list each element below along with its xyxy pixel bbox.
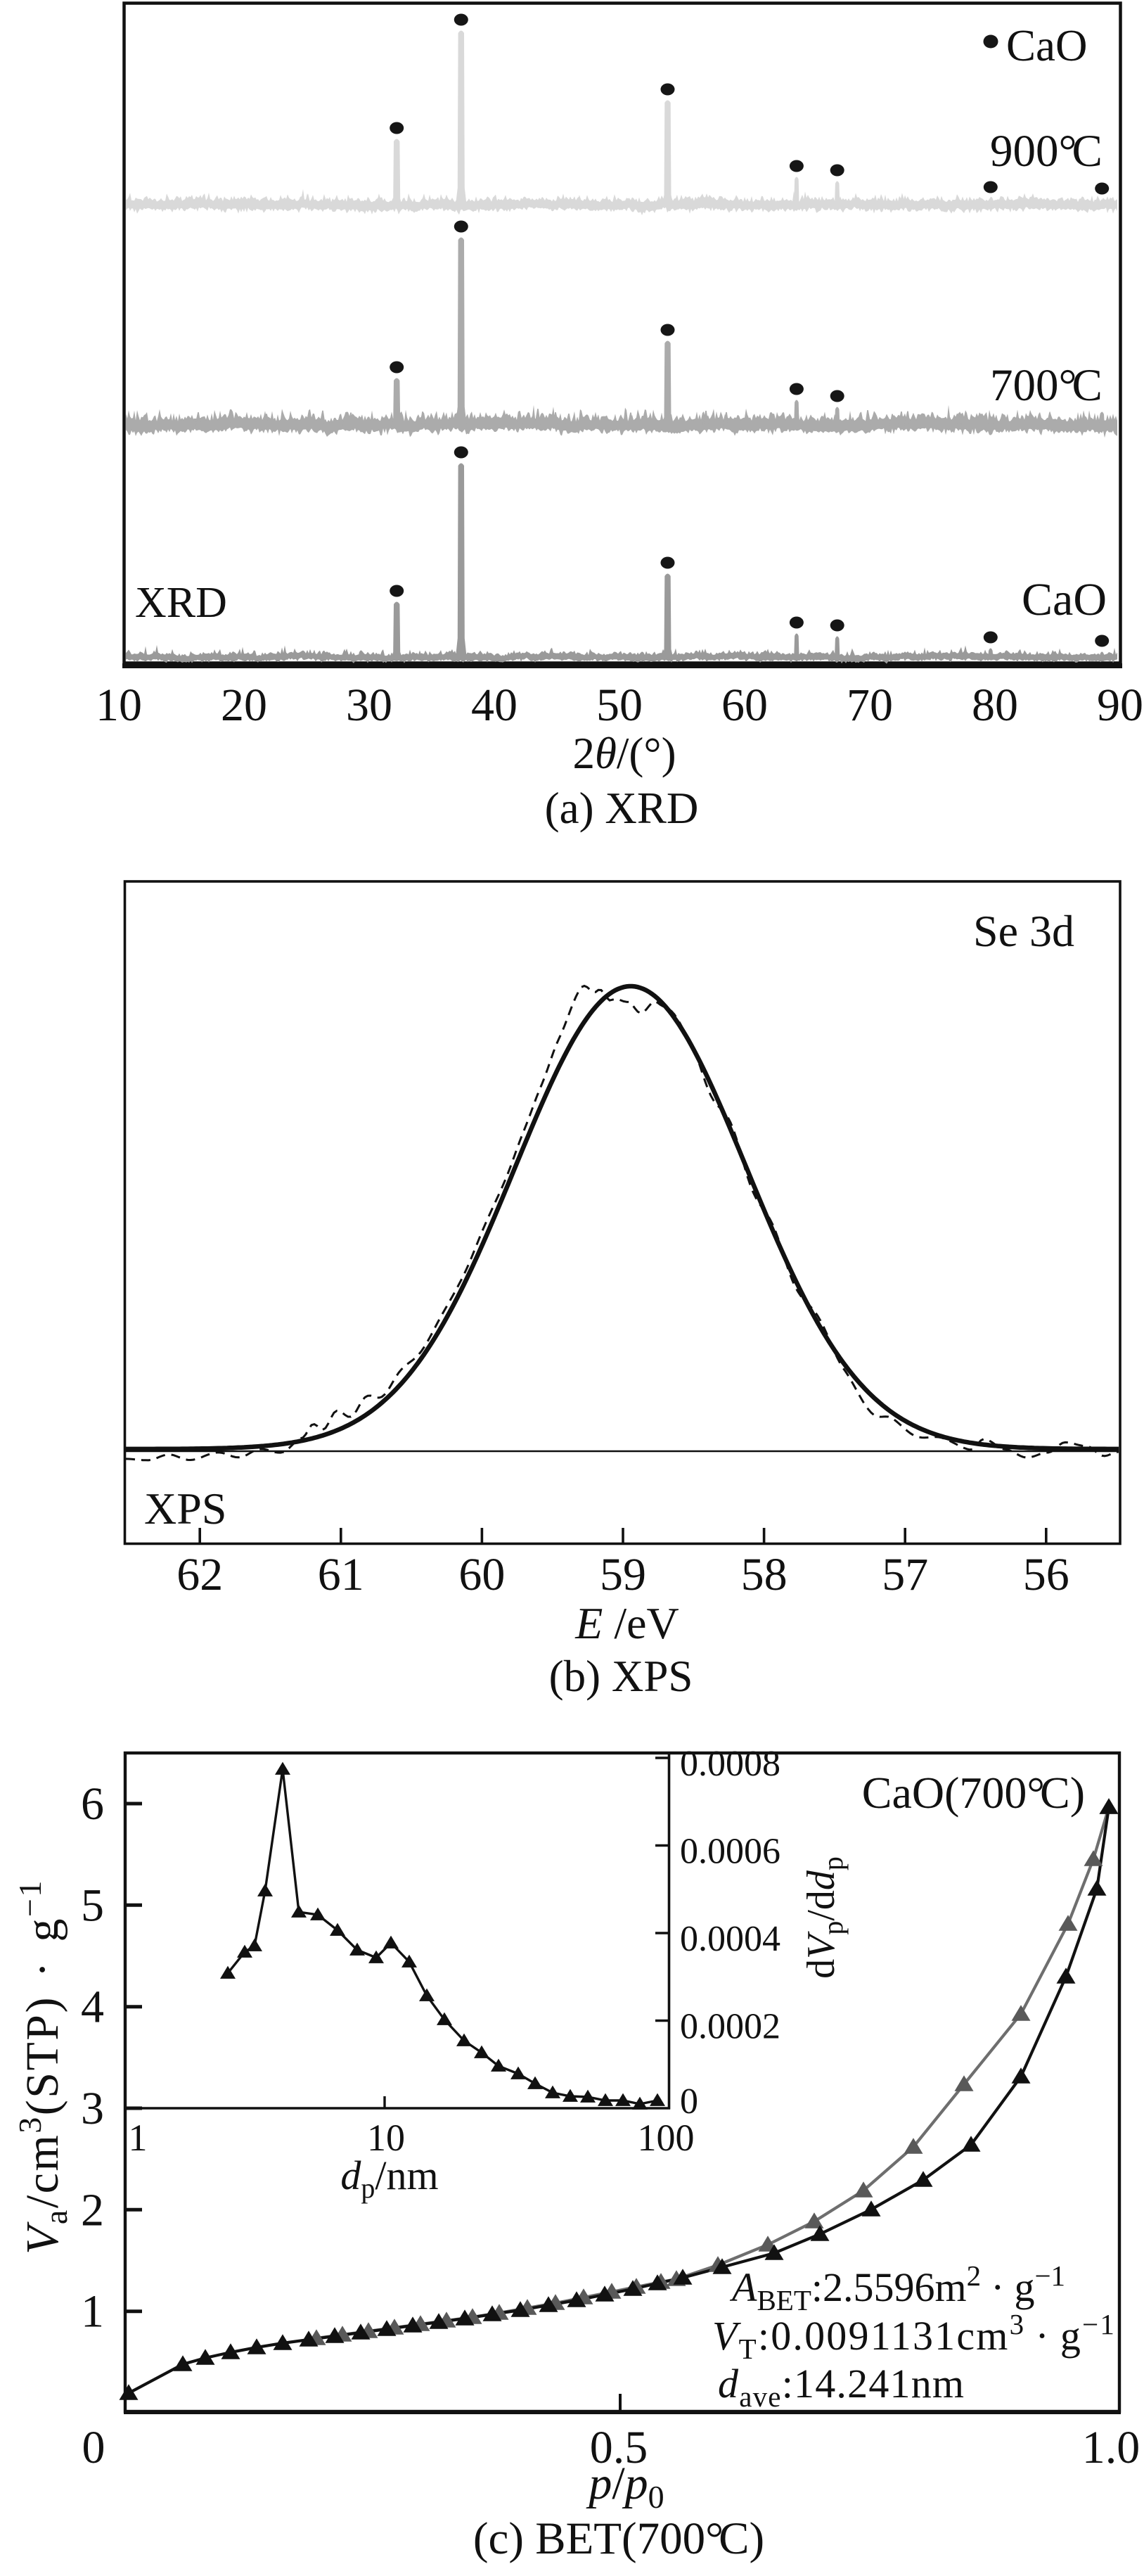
svg-text:XPS: XPS <box>144 1484 226 1534</box>
svg-text:1.0: 1.0 <box>1082 2422 1140 2473</box>
svg-text:0.0004: 0.0004 <box>680 1919 780 1959</box>
svg-text:(a) XRD: (a) XRD <box>545 784 699 833</box>
svg-text:60: 60 <box>721 680 768 731</box>
svg-text:2: 2 <box>81 2184 104 2236</box>
svg-text:4: 4 <box>81 1982 104 2033</box>
svg-text:1: 1 <box>81 2286 104 2338</box>
svg-text:0.5: 0.5 <box>590 2422 648 2473</box>
svg-text:90: 90 <box>1097 680 1143 731</box>
svg-text:59: 59 <box>600 1549 646 1600</box>
svg-text:CaO: CaO <box>1022 574 1107 625</box>
svg-text:30: 30 <box>346 680 392 731</box>
svg-text:56: 56 <box>1023 1549 1069 1600</box>
svg-text:10: 10 <box>96 680 142 731</box>
svg-text:dp/nm: dp/nm <box>340 2153 438 2204</box>
svg-text:3: 3 <box>81 2083 104 2134</box>
svg-text:61: 61 <box>318 1549 364 1600</box>
svg-text:70: 70 <box>847 680 893 731</box>
svg-text:CaO: CaO <box>1006 21 1087 70</box>
svg-text:57: 57 <box>882 1549 928 1600</box>
svg-text:(b) XPS: (b) XPS <box>549 1652 693 1701</box>
svg-text:80: 80 <box>972 680 1018 731</box>
svg-text:58: 58 <box>741 1549 788 1600</box>
svg-text:0.0006: 0.0006 <box>680 1832 780 1872</box>
svg-text:ABET:2.5596m2·g−1: ABET:2.5596m2 · g−1 <box>729 2259 1065 2316</box>
svg-text:0: 0 <box>82 2422 105 2473</box>
svg-text:60: 60 <box>458 1549 505 1600</box>
svg-text:5: 5 <box>81 1880 104 1931</box>
svg-text:dVp/ddp: dVp/ddp <box>799 1856 849 1979</box>
svg-text:6: 6 <box>81 1778 104 1830</box>
svg-text:10: 10 <box>367 2117 405 2159</box>
svg-text:Va/cm3(STP)·g−1: Va/cm3(STP)·g−1 <box>12 1879 74 2255</box>
svg-text:VT:0.0091131cm3·g−1: VT:0.0091131cm3 · g−1 <box>712 2308 1116 2365</box>
svg-text:62: 62 <box>176 1549 223 1600</box>
svg-text:50: 50 <box>596 680 643 731</box>
svg-text:40: 40 <box>471 680 518 731</box>
svg-text:(c) BET(700°C): (c) BET(700°C) <box>473 2513 764 2564</box>
svg-text:E /eV: E /eV <box>574 1598 679 1648</box>
svg-text:0.0002: 0.0002 <box>680 2007 780 2047</box>
svg-text:20: 20 <box>221 680 267 731</box>
svg-text:700°C: 700°C <box>990 360 1103 411</box>
svg-text:Se 3d: Se 3d <box>973 906 1074 956</box>
svg-text:dave:14.241nm: dave:14.241nm <box>718 2361 965 2413</box>
svg-text:CaO(700°C): CaO(700°C) <box>862 1768 1085 1818</box>
svg-text:900°C: 900°C <box>990 126 1103 177</box>
svg-text:0: 0 <box>680 2081 698 2122</box>
svg-text:XRD: XRD <box>135 579 227 627</box>
svg-text:1: 1 <box>129 2117 148 2159</box>
svg-text:100: 100 <box>638 2117 695 2159</box>
svg-text:2θ/(°): 2θ/(°) <box>572 729 676 778</box>
svg-text:0.0008: 0.0008 <box>680 1744 780 1784</box>
